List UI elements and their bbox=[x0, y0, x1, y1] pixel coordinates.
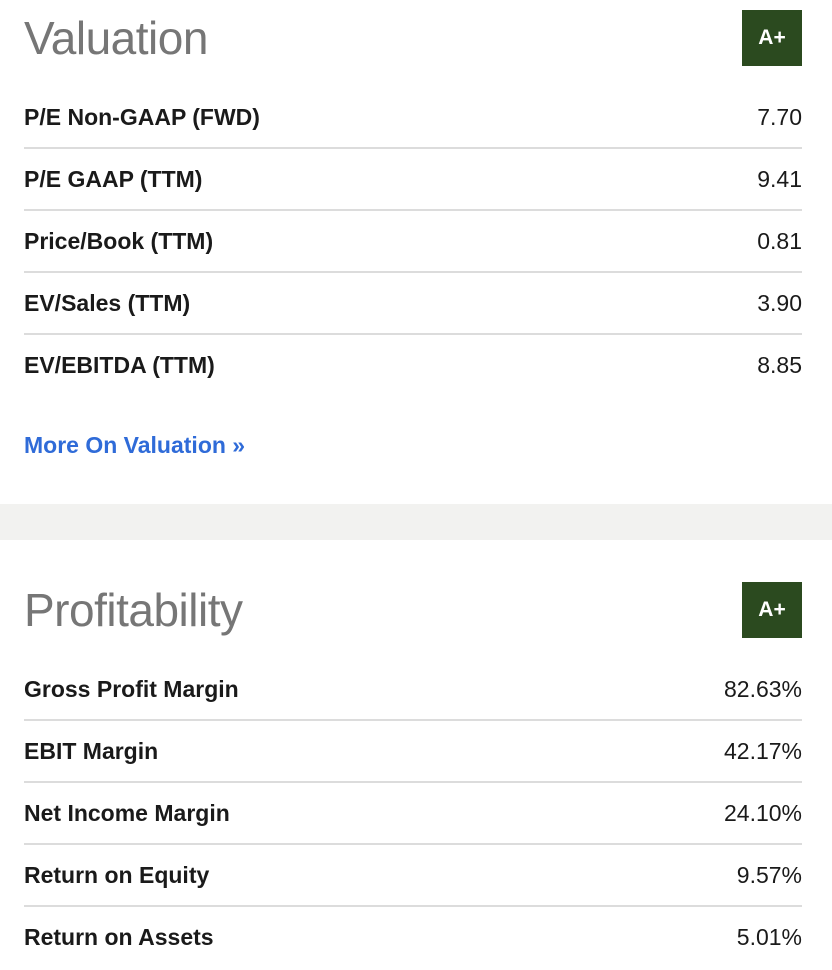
metric-value: 5.01% bbox=[736, 924, 802, 950]
more-on-valuation-link[interactable]: More On Valuation » bbox=[24, 432, 246, 458]
metric-label: EV/EBITDA (TTM) bbox=[24, 352, 215, 378]
valuation-header: Valuation A+ bbox=[24, 10, 802, 66]
metric-value: 8.85 bbox=[757, 352, 802, 378]
valuation-title: Valuation bbox=[24, 12, 208, 64]
metric-label: EBIT Margin bbox=[24, 738, 159, 764]
metric-label: Net Income Margin bbox=[24, 800, 230, 826]
metric-row-pe-gaap-ttm: P/E GAAP (TTM) 9.41 bbox=[24, 149, 802, 211]
metric-label: Return on Equity bbox=[24, 862, 210, 888]
profitability-section: Profitability A+ Gross Profit Margin 82.… bbox=[0, 540, 832, 970]
valuation-grade-badge[interactable]: A+ bbox=[742, 10, 802, 66]
metric-label: EV/Sales (TTM) bbox=[24, 290, 191, 316]
metric-label: Gross Profit Margin bbox=[24, 676, 239, 702]
metric-value: 9.57% bbox=[736, 862, 802, 888]
metric-value: 0.81 bbox=[757, 228, 802, 254]
valuation-metrics-list: P/E Non-GAAP (FWD) 7.70 P/E GAAP (TTM) 9… bbox=[24, 87, 802, 397]
metric-row-gross-profit-margin: Gross Profit Margin 82.63% bbox=[24, 659, 802, 721]
metric-value: 3.90 bbox=[757, 290, 802, 316]
metric-value: 24.10% bbox=[723, 800, 802, 826]
section-divider bbox=[0, 504, 832, 540]
metric-value: 82.63% bbox=[723, 676, 802, 702]
metric-row-ev-ebitda-ttm: EV/EBITDA (TTM) 8.85 bbox=[24, 335, 802, 397]
metric-row-pe-non-gaap-fwd: P/E Non-GAAP (FWD) 7.70 bbox=[24, 87, 802, 149]
profitability-metrics-list: Gross Profit Margin 82.63% EBIT Margin 4… bbox=[24, 659, 802, 969]
metric-value: 42.17% bbox=[723, 738, 802, 764]
metric-label: P/E GAAP (TTM) bbox=[24, 166, 203, 192]
metric-label: Return on Assets bbox=[24, 924, 214, 950]
valuation-section: Valuation A+ P/E Non-GAAP (FWD) 7.70 P/E… bbox=[24, 10, 802, 458]
profitability-grade-badge[interactable]: A+ bbox=[742, 582, 802, 638]
metric-row-ebit-margin: EBIT Margin 42.17% bbox=[24, 721, 802, 783]
metric-value: 7.70 bbox=[757, 104, 802, 130]
metric-label: P/E Non-GAAP (FWD) bbox=[24, 104, 260, 130]
metric-row-return-on-assets: Return on Assets 5.01% bbox=[24, 907, 802, 969]
profitability-title: Profitability bbox=[24, 584, 243, 636]
metric-label: Price/Book (TTM) bbox=[24, 228, 214, 254]
metric-row-net-income-margin: Net Income Margin 24.10% bbox=[24, 783, 802, 845]
metric-row-ev-sales-ttm: EV/Sales (TTM) 3.90 bbox=[24, 273, 802, 335]
metric-row-price-book-ttm: Price/Book (TTM) 0.81 bbox=[24, 211, 802, 273]
metric-row-return-on-equity: Return on Equity 9.57% bbox=[24, 845, 802, 907]
profitability-header: Profitability A+ bbox=[24, 582, 802, 638]
metric-value: 9.41 bbox=[757, 166, 802, 192]
